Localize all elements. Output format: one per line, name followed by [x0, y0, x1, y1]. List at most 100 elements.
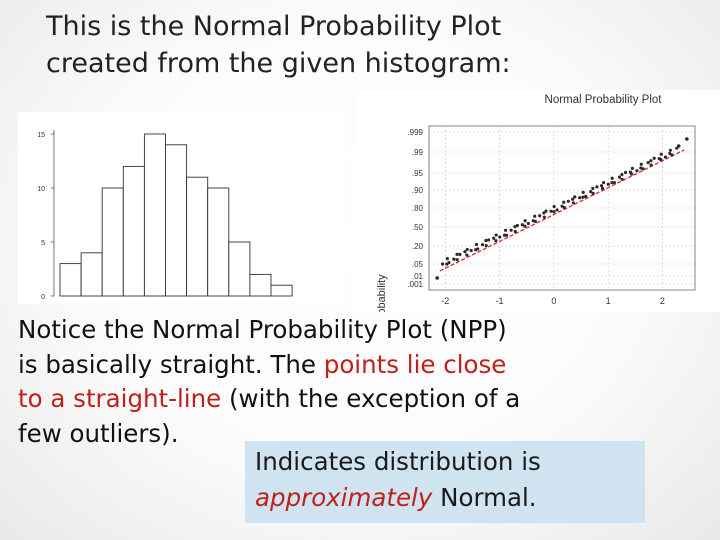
npp-point	[509, 228, 513, 232]
npp-point	[659, 157, 663, 162]
npp-point	[552, 210, 556, 214]
npp-point	[562, 200, 566, 204]
npp-y-tick-label: .999	[407, 128, 423, 137]
npp-point	[552, 204, 556, 209]
npp-point	[458, 252, 462, 256]
npp-point	[465, 253, 469, 257]
npp-point	[469, 248, 473, 253]
body-text: Notice the Normal Probability Plot (NPP)…	[18, 313, 708, 451]
npp-point	[623, 170, 628, 175]
npp-point	[581, 195, 585, 199]
npp-point	[620, 177, 624, 181]
npp-y-tick-label: .01	[412, 272, 424, 281]
histogram-chart: 0 5 10 15	[37, 130, 293, 301]
npp-point	[591, 186, 595, 190]
npp-point	[670, 153, 674, 157]
npp-point	[463, 250, 467, 254]
npp-title: Normal Probability Plot	[545, 94, 663, 106]
npp-point	[562, 205, 566, 210]
npp-point	[542, 215, 546, 219]
hist-y-tick-label: 5	[41, 240, 45, 247]
npp-fit-line	[439, 149, 685, 272]
npp-y-tick-label: .99	[412, 148, 424, 157]
body-line-2-plain: is basically straight. The	[18, 349, 324, 379]
npp-y-tick-label: .50	[412, 223, 424, 232]
callout-rest: Normal.	[432, 483, 537, 512]
hist-y-tick-label: 10	[37, 186, 45, 193]
npp-point	[455, 258, 459, 262]
body-line-4: few outliers).	[18, 418, 179, 448]
body-line-3-plain: (with the exception of a	[221, 384, 521, 413]
hist-bar	[80, 252, 103, 297]
npp-point	[639, 162, 643, 166]
npp-outlier-point	[435, 276, 439, 280]
npp-point	[630, 172, 634, 176]
npp-point	[513, 225, 517, 229]
npp-point	[659, 152, 663, 156]
hist-bar	[186, 176, 209, 297]
npp-point	[591, 191, 595, 196]
npp-point	[476, 247, 480, 251]
npp-point	[523, 224, 527, 228]
npp-panel: Normal Probability Plot Probability .999…	[355, 90, 720, 326]
npp-chart: Normal Probability Plot Probability .999…	[376, 94, 696, 326]
body-line-1: Notice the Normal Probability Plot (NPP)	[18, 315, 507, 344]
hist-bar	[207, 187, 230, 297]
npp-point	[595, 185, 599, 189]
hist-bar	[270, 284, 293, 297]
npp-point	[549, 209, 553, 213]
npp-point	[465, 247, 469, 252]
npp-point	[513, 229, 517, 234]
callout-line-1: Indicates distribution is	[255, 447, 541, 476]
npp-point	[571, 197, 575, 201]
npp-point	[663, 155, 668, 159]
npp-point	[606, 182, 610, 186]
npp-point	[601, 180, 606, 185]
npp-x-tick-label: 0	[551, 296, 556, 306]
npp-point	[455, 252, 459, 256]
npp-point	[542, 211, 546, 215]
hist-bar	[143, 133, 166, 297]
npp-point	[630, 166, 635, 170]
npp-x-tick-label: 2	[660, 296, 665, 306]
title-line-1: This is the Normal Probability Plot	[46, 11, 502, 42]
npp-point	[445, 257, 450, 261]
callout-emphasis: approximately	[255, 483, 433, 512]
hist-bar	[59, 263, 82, 297]
npp-point	[486, 238, 491, 242]
body-highlight-line: to a straight-line	[18, 384, 222, 413]
npp-point	[484, 238, 488, 243]
npp-point	[646, 161, 650, 165]
npp-point	[523, 219, 527, 223]
npp-point	[652, 156, 656, 160]
npp-y-tick-label: .95	[412, 169, 424, 178]
npp-point	[544, 209, 548, 213]
hist-bar	[228, 241, 251, 297]
body-line-3: to a straight-line (with the exception o…	[18, 382, 708, 417]
conclusion-callout: Indicates distribution is approximately …	[245, 441, 645, 523]
npp-point	[578, 196, 582, 200]
npp-point	[494, 233, 498, 237]
hist-bar	[249, 273, 272, 297]
npp-point	[504, 233, 509, 237]
npp-point	[649, 163, 653, 167]
npp-point	[566, 199, 570, 203]
npp-point	[589, 190, 593, 194]
npp-x-tick-label: -2	[441, 296, 449, 306]
npp-point	[610, 181, 614, 185]
npp-y-tick-label: .001	[407, 280, 423, 289]
npp-ylabel: Probability	[376, 274, 388, 312]
npp-point	[610, 176, 614, 180]
npp-y-tick-label: .20	[412, 242, 424, 251]
histogram-panel: 0 5 10 15	[18, 112, 345, 304]
npp-point	[635, 169, 639, 173]
npp-point	[492, 236, 496, 240]
hist-bar	[101, 187, 124, 297]
npp-point	[584, 194, 588, 198]
npp-point	[494, 239, 498, 243]
npp-point	[503, 228, 508, 232]
npp-point	[480, 243, 485, 247]
npp-point	[520, 223, 524, 227]
npp-point	[571, 201, 576, 205]
npp-y-tick-label: .80	[412, 204, 424, 213]
